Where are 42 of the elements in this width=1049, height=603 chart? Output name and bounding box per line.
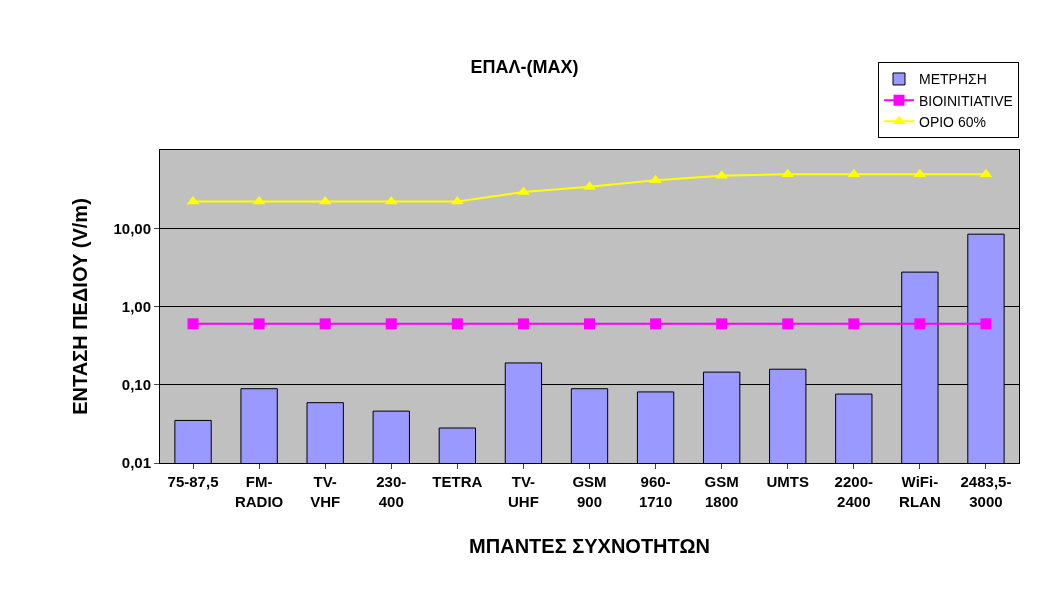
point — [584, 318, 595, 330]
x-tick-label: 2483,5- 3000 — [960, 473, 1012, 510]
point — [782, 318, 794, 330]
point — [517, 318, 529, 330]
legend-label: BIOINITIATIVE — [919, 92, 1013, 109]
x-tick-label: UMTS — [766, 473, 809, 490]
y-axis-title: ΕΝΤΑΣΗ ΠΕΔΙΟΥ (V/m) — [68, 198, 91, 415]
x-tick-label: TETRA — [432, 473, 483, 490]
legend-label: ΟΡΙΟ 60% — [919, 113, 986, 130]
x-tick-label: TV- UHF — [508, 473, 539, 510]
y-tick-label: 0,10 — [121, 376, 151, 393]
point — [384, 195, 398, 205]
point — [319, 318, 331, 330]
x-tick-label: GSM 1800 — [704, 473, 739, 510]
point — [848, 318, 860, 330]
point — [451, 318, 463, 330]
y-tick-label: 10,00 — [113, 219, 151, 237]
point — [980, 318, 992, 330]
x-tick-label: WiFi- RLAN — [899, 473, 941, 510]
chart-title: ΕΠΑΛ-(ΜΑΧ) — [470, 56, 579, 77]
point — [186, 195, 200, 205]
point — [318, 195, 332, 205]
point — [252, 195, 266, 205]
x-tick-label: 75-87,5 — [167, 473, 219, 490]
x-tick-label: 230- 400 — [376, 473, 407, 510]
y-tick-label: 1,00 — [121, 297, 151, 315]
x-axis-title: ΜΠΑΝΤΕΣ ΣΥΧΝΟΤΗΤΩΝ — [469, 535, 710, 557]
point — [914, 318, 926, 330]
point — [253, 318, 265, 330]
y-tick-label: 0,01 — [121, 454, 151, 472]
x-tick-label: 2200- 2400 — [834, 473, 873, 510]
x-tick-label: GSM 900 — [572, 473, 607, 510]
x-tick-label: 960- 1710 — [638, 473, 673, 510]
point — [385, 318, 397, 330]
legend-label: ΜΕΤΡΗΣΗ — [919, 71, 987, 88]
x-tick-label: TV- VHF — [310, 473, 341, 510]
point — [716, 318, 728, 330]
point — [649, 174, 662, 184]
x-tick-label: FM- RADIO — [234, 473, 284, 510]
point — [451, 195, 464, 205]
point — [187, 318, 199, 330]
point — [650, 318, 662, 330]
